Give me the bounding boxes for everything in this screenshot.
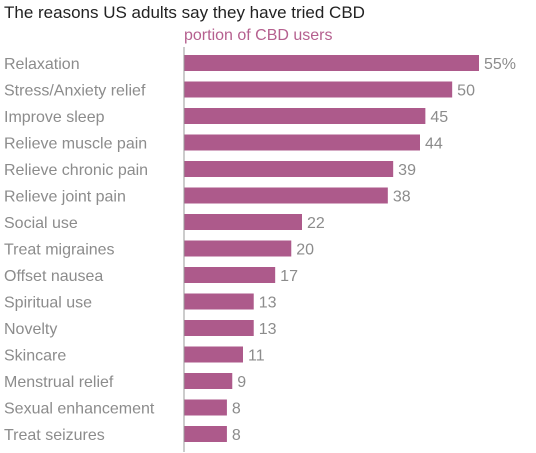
bar (184, 346, 243, 363)
bar (184, 293, 254, 310)
bar (184, 161, 394, 177)
value-label: 8 (232, 401, 241, 418)
value-label: 8 (232, 427, 241, 444)
bar (184, 267, 276, 283)
bar (184, 240, 292, 257)
value-label: 55% (484, 56, 516, 73)
bar (184, 399, 227, 416)
category-label: Improve sleep (4, 109, 105, 126)
bar (184, 187, 388, 204)
value-label: 45 (430, 109, 448, 126)
category-label: Relaxation (4, 56, 80, 73)
category-label: Relieve chronic pain (4, 162, 148, 179)
category-label: Treat migraines (4, 242, 115, 259)
bar (184, 134, 420, 151)
category-label: Sexual enhancement (4, 401, 155, 418)
bar (184, 320, 254, 336)
bar (184, 55, 479, 71)
category-label: Menstrual relief (4, 374, 114, 391)
chart-title: The reasons US adults say they have trie… (4, 3, 365, 22)
bar (184, 426, 227, 442)
value-label: 17 (280, 268, 298, 285)
bar (184, 214, 302, 230)
bar (184, 373, 233, 389)
value-label: 13 (259, 295, 277, 312)
category-label: Skincare (4, 348, 66, 365)
category-label: Relieve joint pain (4, 189, 126, 206)
value-label: 22 (307, 215, 325, 232)
category-label: Social use (4, 215, 78, 232)
bar (184, 81, 453, 98)
category-label: Treat seizures (4, 427, 105, 444)
value-label: 38 (393, 189, 411, 206)
bar (184, 108, 426, 124)
category-label: Novelty (4, 321, 57, 338)
category-label: Spiritual use (4, 295, 92, 312)
value-label: 11 (248, 348, 265, 365)
value-label: 50 (457, 83, 475, 100)
value-label: 13 (259, 321, 277, 338)
value-label: 39 (398, 162, 416, 179)
category-label: Relieve muscle pain (4, 136, 147, 153)
chart-subtitle: portion of CBD users (184, 27, 333, 44)
value-label: 44 (425, 136, 443, 153)
value-label: 9 (237, 374, 246, 391)
category-label: Offset nausea (4, 268, 103, 285)
value-label: 20 (296, 242, 314, 259)
category-label: Stress/Anxiety relief (4, 83, 146, 100)
